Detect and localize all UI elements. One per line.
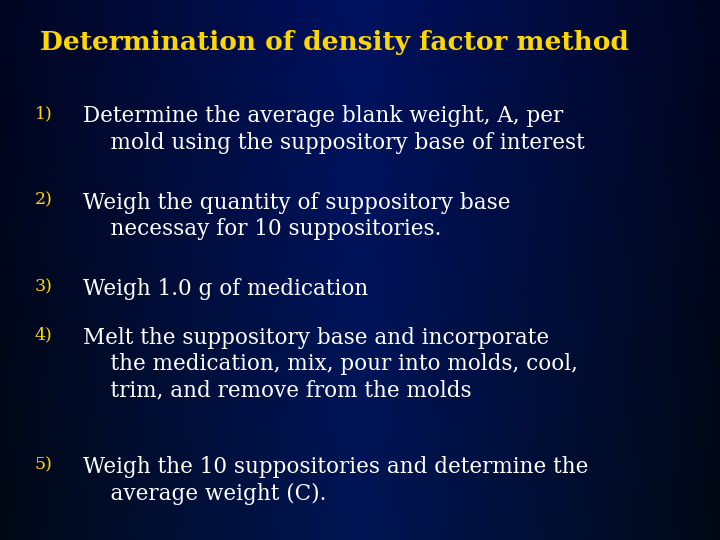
Text: 5): 5) [35, 456, 53, 473]
Text: 1): 1) [35, 105, 53, 122]
Text: Determination of density factor method: Determination of density factor method [40, 30, 629, 55]
Text: Melt the suppository base and incorporate
    the medication, mix, pour into mol: Melt the suppository base and incorporat… [83, 327, 577, 401]
Text: Weigh the quantity of suppository base
    necessay for 10 suppositories.: Weigh the quantity of suppository base n… [83, 192, 510, 240]
Text: 4): 4) [35, 327, 53, 343]
Text: 2): 2) [35, 192, 53, 208]
Text: Weigh the 10 suppositories and determine the
    average weight (C).: Weigh the 10 suppositories and determine… [83, 456, 588, 505]
Text: Determine the average blank weight, A, per
    mold using the suppository base o: Determine the average blank weight, A, p… [83, 105, 585, 153]
Text: Weigh 1.0 g of medication: Weigh 1.0 g of medication [83, 278, 368, 300]
Text: 3): 3) [35, 278, 53, 295]
